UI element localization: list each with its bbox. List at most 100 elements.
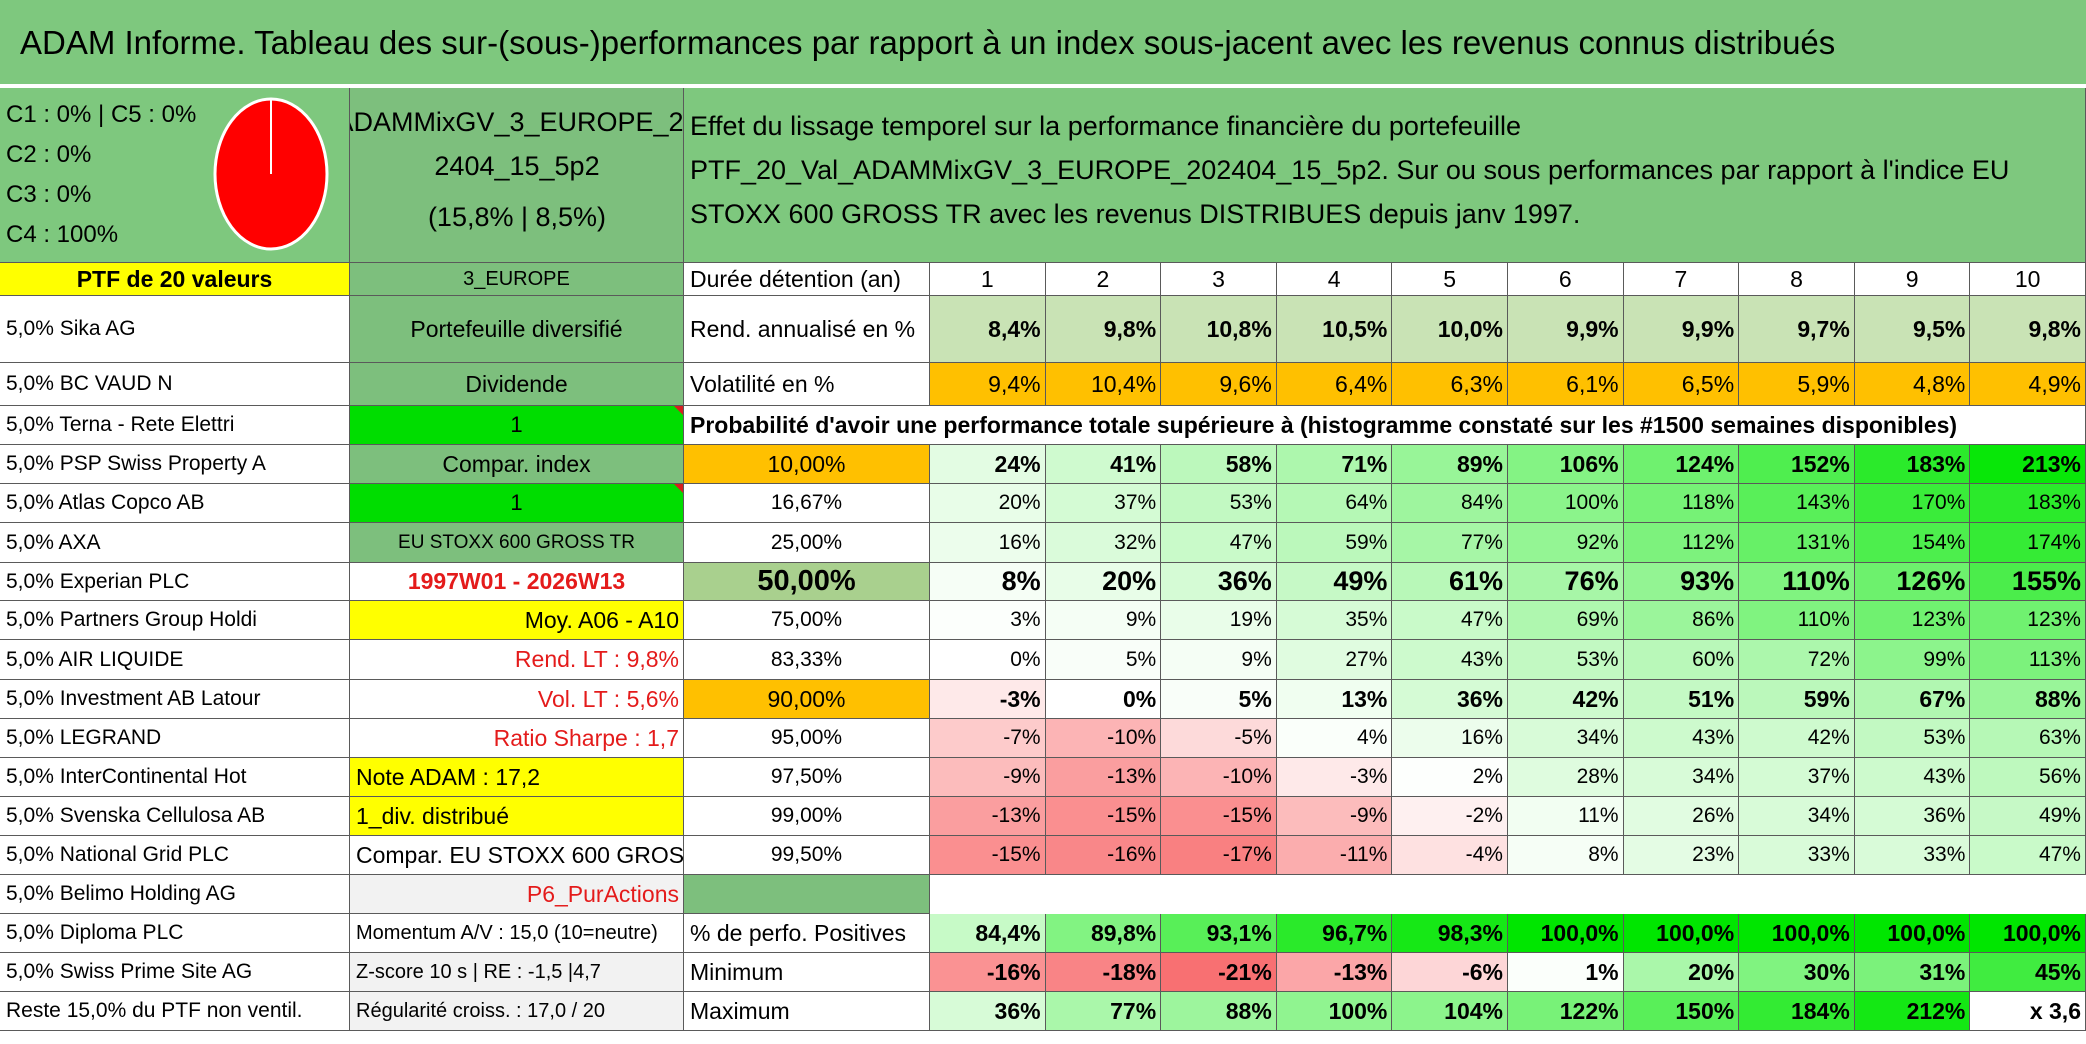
probability-value: 53% bbox=[1508, 640, 1624, 680]
probability-value: 8% bbox=[930, 563, 1046, 601]
volatility-value: 6,5% bbox=[1623, 363, 1740, 406]
info-cell: 1997W01 - 2026W13 bbox=[350, 563, 684, 601]
holding-row: 5,0% Svenska Cellulosa AB bbox=[0, 797, 350, 836]
probability-value: 36% bbox=[1161, 563, 1277, 601]
year-header: 10 bbox=[1970, 263, 2086, 296]
probability-value: 124% bbox=[1623, 445, 1740, 484]
info-cell: 1 bbox=[350, 484, 684, 523]
probability-value: 4% bbox=[1276, 719, 1393, 758]
allocation-pie-chart bbox=[213, 97, 329, 251]
minimum-value: 30% bbox=[1739, 953, 1855, 992]
year-header: 1 bbox=[930, 263, 1046, 296]
probability-value: 35% bbox=[1276, 601, 1393, 640]
probability-value: 37% bbox=[1045, 484, 1162, 523]
info-cell: 1_div. distribué bbox=[350, 797, 684, 836]
volatility-value: 4,8% bbox=[1854, 363, 1971, 406]
probability-label: Probabilité d'avoir une performance tota… bbox=[684, 406, 2086, 445]
probability-value: 64% bbox=[1276, 484, 1393, 523]
holding-row: 5,0% National Grid PLC bbox=[0, 836, 350, 875]
description-text: Effet du lissage temporel sur la perform… bbox=[684, 88, 2086, 263]
positive-value: 100,0% bbox=[1854, 914, 1971, 953]
positive-label: % de perfo. Positives bbox=[684, 914, 930, 953]
probability-value: 24% bbox=[930, 445, 1046, 484]
portfolio-stats: (15,8% | 8,5%) bbox=[427, 201, 607, 232]
year-header: 2 bbox=[1045, 263, 1162, 296]
probability-value: -15% bbox=[930, 836, 1046, 875]
probability-value: 71% bbox=[1276, 445, 1393, 484]
return-value: 9,8% bbox=[1045, 296, 1162, 363]
probability-value: 36% bbox=[1854, 797, 1971, 836]
portfolio-name-block bbox=[350, 88, 684, 263]
minimum-value: 31% bbox=[1854, 953, 1971, 992]
maximum-value: 100% bbox=[1276, 992, 1393, 1031]
return-value: 9,7% bbox=[1739, 296, 1855, 363]
probability-value: -2% bbox=[1392, 797, 1508, 836]
probability-value: 9% bbox=[1045, 601, 1162, 640]
info-cell: Compar. index bbox=[350, 445, 684, 484]
return-value: 9,5% bbox=[1854, 296, 1971, 363]
probability-value: 16% bbox=[1392, 719, 1508, 758]
probability-threshold: 50,00% bbox=[684, 563, 930, 601]
minimum-value: 1% bbox=[1508, 953, 1624, 992]
probability-value: 43% bbox=[1623, 719, 1740, 758]
probability-value: 99% bbox=[1854, 640, 1971, 680]
holding-row: 5,0% Diploma PLC bbox=[0, 914, 350, 953]
probability-value: 67% bbox=[1854, 680, 1971, 719]
probability-value: 77% bbox=[1392, 523, 1508, 563]
info-cell: 3_EUROPE bbox=[350, 263, 684, 296]
duration-label: Durée détention (an) bbox=[684, 263, 930, 296]
minimum-value: -18% bbox=[1045, 953, 1162, 992]
return-value: 8,4% bbox=[930, 296, 1046, 363]
holding-row: 5,0% Terna - Rete Elettri bbox=[0, 406, 350, 445]
legend-c2: C2 : 0% bbox=[6, 141, 92, 168]
probability-value: 47% bbox=[1970, 836, 2086, 875]
probability-value: 20% bbox=[930, 484, 1046, 523]
probability-value: -17% bbox=[1161, 836, 1277, 875]
ptf-header: PTF de 20 valeurs bbox=[0, 263, 350, 296]
probability-value: 131% bbox=[1739, 523, 1855, 563]
probability-value: 155% bbox=[1970, 563, 2086, 601]
probability-value: 53% bbox=[1854, 719, 1971, 758]
volatility-value: 9,4% bbox=[930, 363, 1046, 406]
maximum-value: 184% bbox=[1739, 992, 1855, 1031]
holding-row: 5,0% InterContinental Hot bbox=[0, 758, 350, 797]
return-value: 10,8% bbox=[1161, 296, 1277, 363]
probability-value: 28% bbox=[1508, 758, 1624, 797]
positive-value: 93,1% bbox=[1161, 914, 1277, 953]
probability-value: 93% bbox=[1623, 563, 1740, 601]
probability-value: 51% bbox=[1623, 680, 1740, 719]
probability-value: -15% bbox=[1045, 797, 1162, 836]
probability-value: -10% bbox=[1045, 719, 1162, 758]
minimum-label: Minimum bbox=[684, 953, 930, 992]
probability-value: 86% bbox=[1623, 601, 1740, 640]
probability-value: 123% bbox=[1970, 601, 2086, 640]
probability-value: -16% bbox=[1045, 836, 1162, 875]
probability-value: 3% bbox=[930, 601, 1046, 640]
probability-value: 88% bbox=[1970, 680, 2086, 719]
probability-value: 183% bbox=[1970, 484, 2086, 523]
info-cell: Rend. LT : 9,8% bbox=[350, 640, 684, 680]
positive-value: 100,0% bbox=[1508, 914, 1624, 953]
holding-row: Reste 15,0% du PTF non ventil. bbox=[0, 992, 350, 1031]
probability-value: 43% bbox=[1392, 640, 1508, 680]
probability-value: 92% bbox=[1508, 523, 1624, 563]
info-cell: Dividende bbox=[350, 363, 684, 406]
probability-value: 123% bbox=[1854, 601, 1971, 640]
probability-value: 69% bbox=[1508, 601, 1624, 640]
probability-value: 0% bbox=[930, 640, 1046, 680]
probability-value: 42% bbox=[1739, 719, 1855, 758]
probability-value: 36% bbox=[1392, 680, 1508, 719]
volatility-value: 9,6% bbox=[1161, 363, 1277, 406]
legend-c1: C1 : 0% | C5 : 0% bbox=[6, 101, 197, 128]
probability-value: 47% bbox=[1392, 601, 1508, 640]
probability-value: 43% bbox=[1854, 758, 1971, 797]
holding-row: 5,0% AXA bbox=[0, 523, 350, 563]
probability-value: 110% bbox=[1739, 563, 1855, 601]
legend-c4: C4 : 100% bbox=[6, 221, 119, 248]
probability-threshold: 99,50% bbox=[684, 836, 930, 875]
maximum-value: 77% bbox=[1045, 992, 1162, 1031]
probability-threshold: 16,67% bbox=[684, 484, 930, 523]
probability-value: 9% bbox=[1161, 640, 1277, 680]
probability-value: 26% bbox=[1623, 797, 1740, 836]
info-cell: Ratio Sharpe : 1,7 bbox=[350, 719, 684, 758]
